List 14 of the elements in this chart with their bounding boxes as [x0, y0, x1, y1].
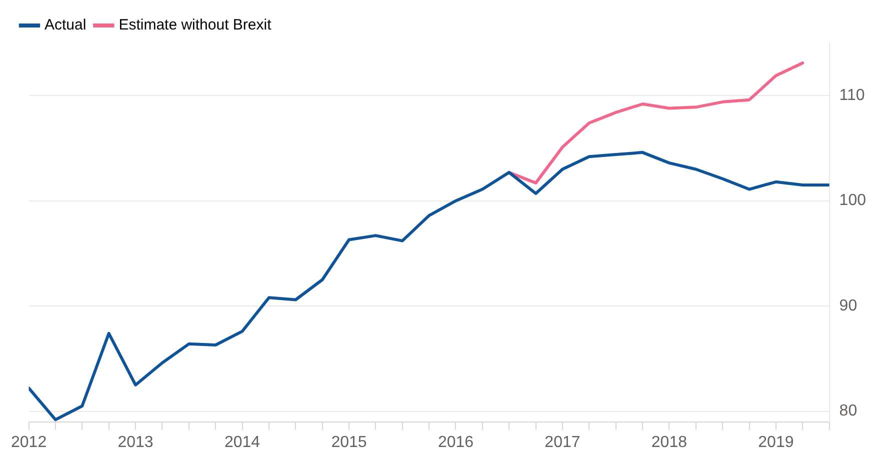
x-tick-label: 2014: [224, 434, 260, 451]
legend-label: Actual: [44, 16, 86, 34]
x-tick-label: 2016: [438, 434, 474, 451]
x-tick-label: 2015: [331, 434, 367, 451]
x-tick-label: 2017: [544, 434, 580, 451]
x-tick-label: 2018: [651, 434, 688, 451]
legend-label: Estimate without Brexit: [118, 16, 272, 34]
x-tick-label: 2012: [11, 434, 47, 451]
y-tick-label: 110: [839, 87, 865, 104]
y-tick-label: 90: [839, 297, 858, 314]
x-tick-label: 2013: [118, 434, 154, 451]
x-tick-label: 2019: [758, 434, 794, 451]
y-tick-label: 100: [839, 192, 866, 210]
y-tick-label: 80: [839, 402, 858, 420]
